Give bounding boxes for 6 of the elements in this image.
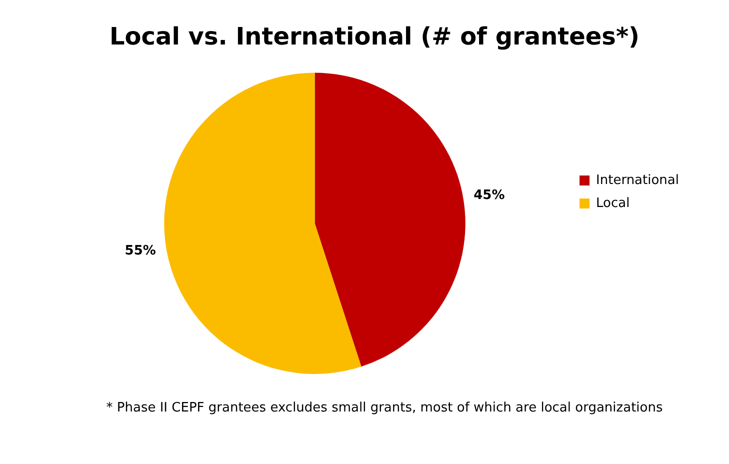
- chart-title: Local vs. International (# of grantees*): [110, 22, 640, 51]
- data-label: 55%: [124, 243, 156, 258]
- text: * Phase II CEPF grantees excludes small grants, most of which are local organizations: [106, 400, 663, 416]
- data-label: 45%: [474, 188, 505, 204]
- legend-label: Local: [596, 196, 630, 211]
- legend-label: International: [596, 172, 680, 188]
